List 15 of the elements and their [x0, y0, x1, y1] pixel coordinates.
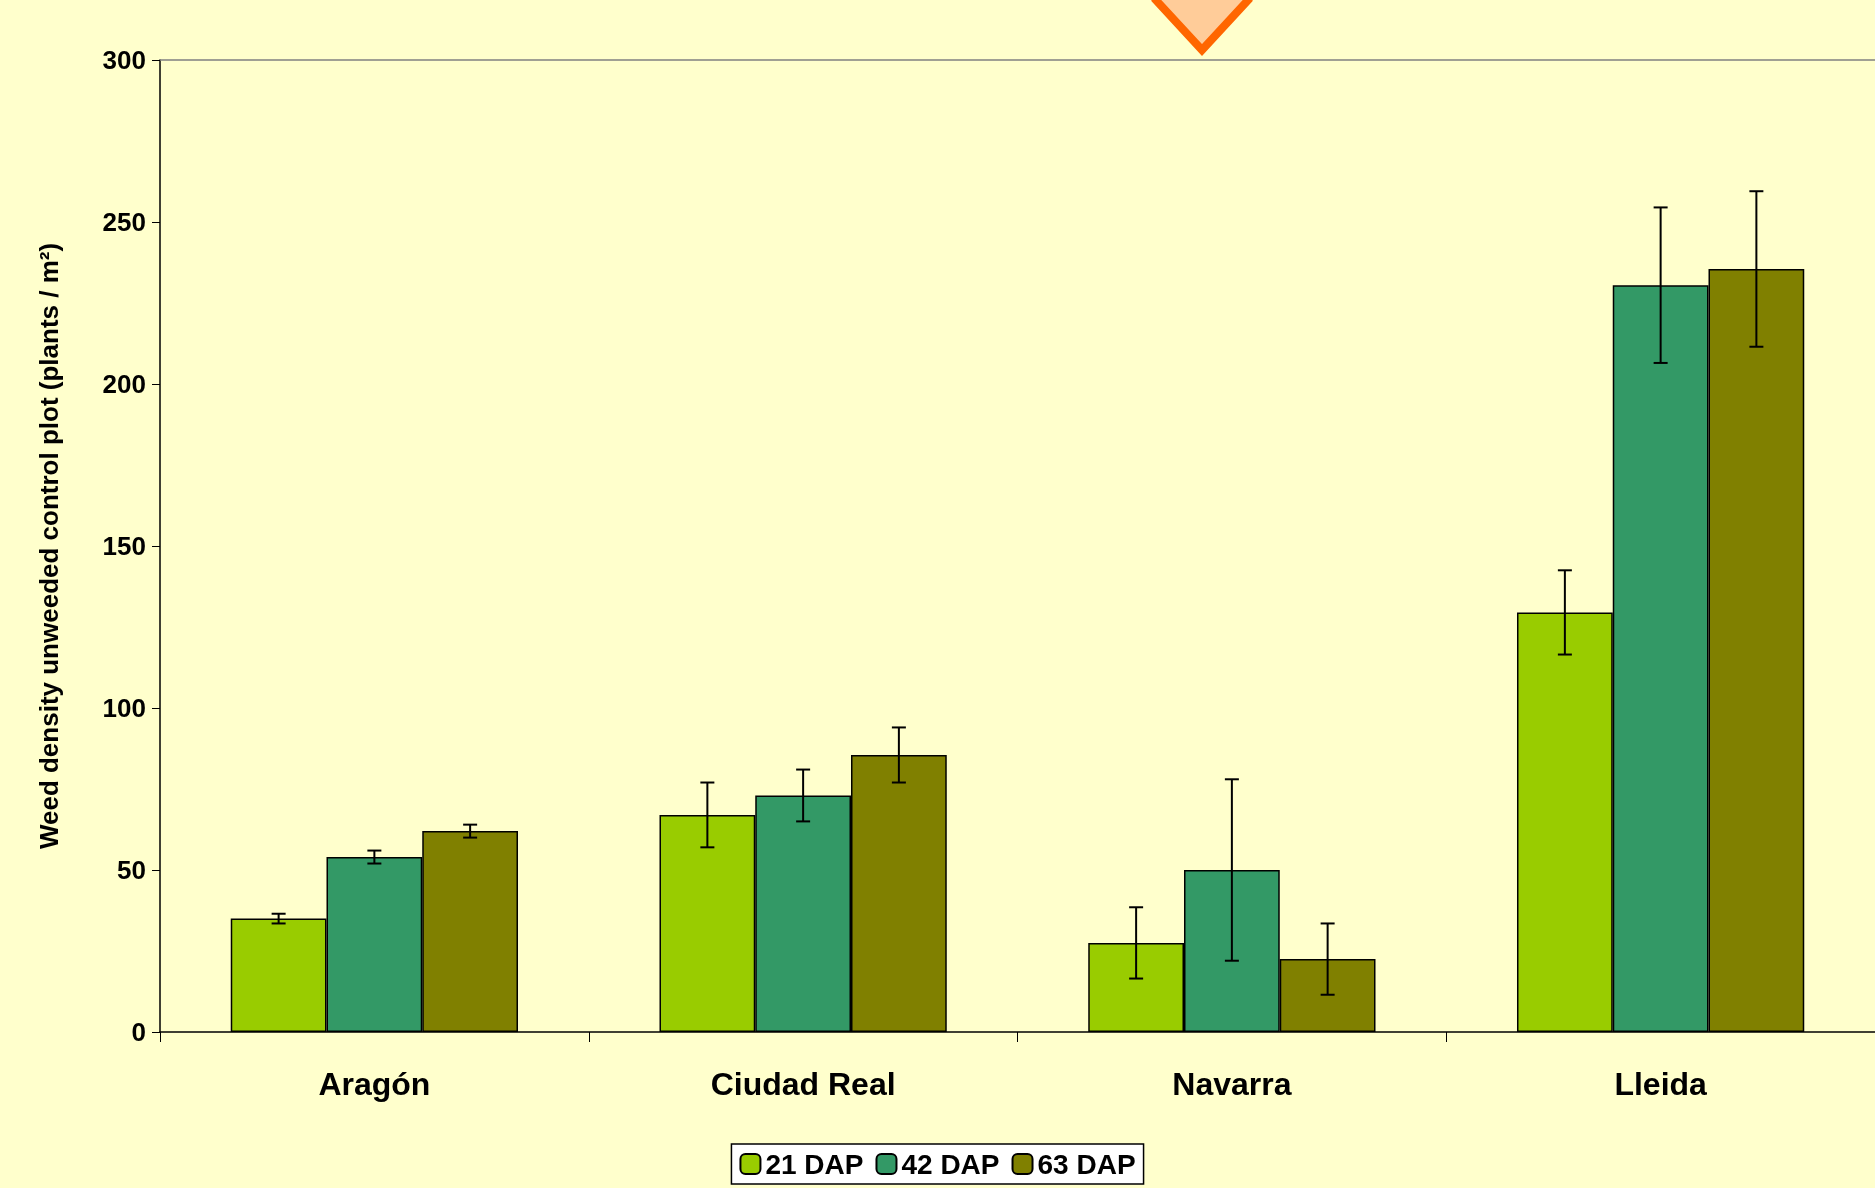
x-tick-label: Lleida [1614, 1066, 1708, 1102]
legend-label: 63 DAP [1037, 1148, 1136, 1180]
legend-label: 42 DAP [901, 1148, 1000, 1180]
y-tick-label: 150 [102, 531, 146, 561]
y-tick-label: 250 [102, 207, 146, 237]
y-tick-label: 0 [131, 1017, 146, 1047]
x-tick-label: Navarra [1172, 1066, 1292, 1102]
y-tick-label: 200 [102, 369, 146, 399]
y-tick-label: 50 [117, 855, 146, 885]
y-tick-label: 300 [102, 45, 146, 75]
y-tick-label: 100 [102, 693, 146, 723]
legend-label: 21 DAP [765, 1148, 864, 1180]
y-axis-title: Weed density unweeded control plot (plants / m²) [34, 242, 64, 850]
x-tick-label: Ciudad Real [710, 1066, 896, 1102]
x-tick-label: Aragón [318, 1066, 431, 1102]
